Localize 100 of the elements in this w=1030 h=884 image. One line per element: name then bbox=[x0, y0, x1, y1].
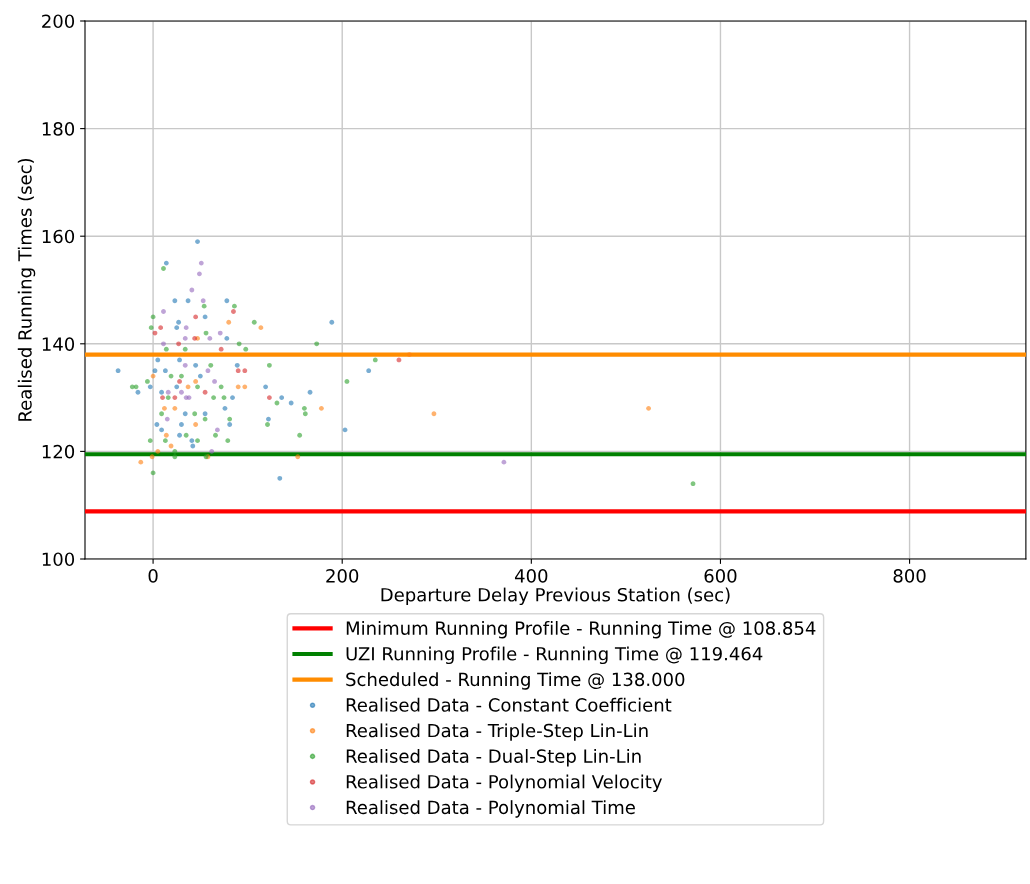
y-axis-title: Realised Running Times (sec) bbox=[17, 158, 36, 421]
point bbox=[165, 389, 171, 395]
point bbox=[183, 325, 189, 331]
y-tick-label: 140 bbox=[42, 337, 75, 351]
point bbox=[193, 362, 199, 368]
point bbox=[195, 239, 200, 244]
point bbox=[163, 346, 169, 352]
x-tick-label: 600 bbox=[704, 569, 737, 583]
point bbox=[277, 475, 283, 481]
point bbox=[189, 438, 195, 444]
point bbox=[172, 405, 178, 411]
point bbox=[214, 427, 220, 433]
point bbox=[176, 319, 182, 325]
x-tick-label: 0 bbox=[148, 569, 158, 583]
point bbox=[208, 362, 214, 368]
point bbox=[172, 395, 178, 401]
point bbox=[314, 341, 320, 347]
point bbox=[224, 298, 230, 304]
point bbox=[266, 395, 272, 401]
point bbox=[213, 432, 218, 438]
point bbox=[227, 422, 233, 427]
point bbox=[242, 368, 248, 374]
point bbox=[646, 405, 651, 411]
y-tick-label: 160 bbox=[42, 229, 75, 244]
point bbox=[174, 384, 180, 390]
point bbox=[202, 411, 208, 417]
point bbox=[431, 411, 437, 417]
point bbox=[372, 357, 378, 363]
point bbox=[161, 266, 166, 271]
point bbox=[406, 352, 412, 357]
point bbox=[211, 395, 217, 401]
point bbox=[258, 325, 264, 331]
point bbox=[172, 298, 178, 304]
y-tick-label: 100 bbox=[42, 552, 75, 567]
point bbox=[197, 373, 203, 379]
point bbox=[152, 368, 158, 374]
point bbox=[182, 346, 188, 352]
x-tick-label: 800 bbox=[893, 569, 926, 583]
point bbox=[177, 379, 182, 384]
point bbox=[279, 395, 285, 401]
point bbox=[690, 481, 696, 487]
point bbox=[145, 379, 150, 384]
point bbox=[231, 309, 236, 314]
y-tick-label: 180 bbox=[42, 122, 75, 136]
point bbox=[148, 325, 154, 331]
point bbox=[193, 314, 199, 320]
point bbox=[147, 438, 153, 444]
legend-label: Realised Data - Dual-Step Lin-Lin bbox=[346, 748, 641, 767]
legend-label: Realised Data - Polynomial Velocity bbox=[346, 774, 662, 793]
point bbox=[193, 379, 199, 384]
point bbox=[235, 368, 241, 374]
point bbox=[172, 448, 178, 454]
point bbox=[159, 427, 164, 433]
point bbox=[230, 395, 235, 401]
point bbox=[161, 341, 166, 347]
point bbox=[243, 346, 249, 352]
point bbox=[207, 336, 213, 341]
point bbox=[158, 325, 164, 331]
legend-label: Minimum Running Profile - Running Time @ 108.854 bbox=[346, 620, 816, 639]
point bbox=[209, 448, 215, 454]
point bbox=[183, 432, 189, 438]
point bbox=[182, 411, 188, 417]
point bbox=[176, 341, 182, 347]
point bbox=[205, 368, 211, 374]
point bbox=[235, 384, 241, 390]
point bbox=[236, 341, 242, 347]
point bbox=[177, 432, 182, 438]
point bbox=[295, 454, 301, 460]
x-axis-title: Departure Delay Previous Station (sec) bbox=[381, 587, 730, 606]
y-tick-label: 200 bbox=[42, 14, 75, 29]
point bbox=[234, 362, 240, 368]
point bbox=[159, 411, 164, 417]
point bbox=[212, 379, 217, 384]
point bbox=[218, 384, 224, 390]
x-tick-label: 200 bbox=[326, 569, 359, 583]
x-tick-label: 400 bbox=[514, 569, 548, 583]
point bbox=[174, 325, 180, 331]
point bbox=[198, 260, 204, 266]
point bbox=[193, 422, 199, 427]
point bbox=[192, 411, 198, 417]
point bbox=[163, 260, 169, 266]
point bbox=[265, 422, 270, 427]
point bbox=[165, 395, 171, 401]
point bbox=[297, 432, 303, 438]
legend-label: Realised Data - Polynomial Time bbox=[346, 800, 635, 818]
point bbox=[159, 389, 164, 395]
point bbox=[182, 362, 188, 368]
point bbox=[185, 298, 191, 304]
point bbox=[307, 389, 313, 395]
point bbox=[266, 416, 271, 422]
legend-label: Scheduled - Running Time @ 138.000 bbox=[346, 672, 685, 690]
point bbox=[200, 298, 206, 304]
point bbox=[251, 319, 257, 325]
point bbox=[227, 416, 233, 422]
point bbox=[149, 454, 155, 460]
point bbox=[138, 459, 144, 465]
point bbox=[195, 438, 200, 444]
point bbox=[162, 368, 168, 374]
y-tick-label: 120 bbox=[42, 444, 75, 459]
point bbox=[163, 432, 169, 438]
